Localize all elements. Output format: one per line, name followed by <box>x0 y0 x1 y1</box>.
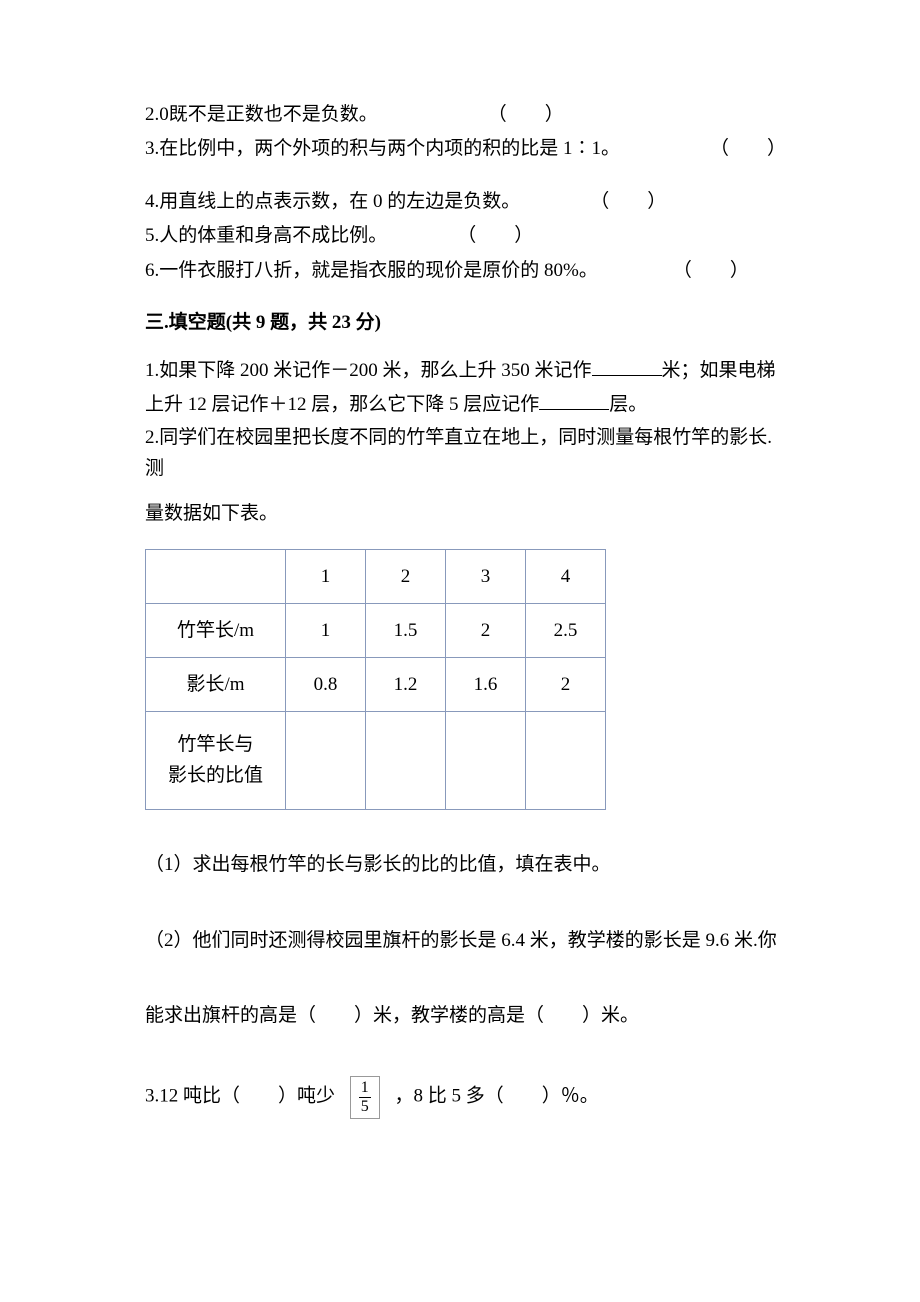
q3b-text: ，8 比 5 多（ ）％。 <box>395 1086 599 1107</box>
blank-up350 <box>592 357 662 376</box>
q3a-text: 3.12 吨比（ ）吨少 <box>145 1086 335 1107</box>
header-2: 2 <box>366 550 446 604</box>
header-3: 3 <box>446 550 526 604</box>
q6-text: 6.一件衣服打八折，就是指衣服的现价是原价的 80%。 <box>145 256 598 286</box>
header-4: 4 <box>526 550 606 604</box>
q3-paren: （ ） <box>710 134 786 164</box>
sub-q2-line1: （2）他们同时还测得校园里旗杆的影长是 6.4 米，教学楼的影长是 9.6 米.… <box>145 926 790 956</box>
row3-label-a: 竹竿长与 <box>154 730 277 760</box>
judgment-q4: 4.用直线上的点表示数，在 0 的左边是负数。 （ ） <box>145 187 790 217</box>
r2c4: 2 <box>526 658 606 712</box>
r1c3: 2 <box>446 604 526 658</box>
q1c-text: 上升 12 层记作＋12 层，那么它下降 5 层应记作 <box>145 394 539 415</box>
r1c4: 2.5 <box>526 604 606 658</box>
table-header-row: 1 2 3 4 <box>146 550 606 604</box>
header-1: 1 <box>286 550 366 604</box>
section3-title: 三.填空题(共 9 题，共 23 分) <box>145 308 790 338</box>
table-row-shadow: 影长/m 0.8 1.2 1.6 2 <box>146 658 606 712</box>
q4-text: 4.用直线上的点表示数，在 0 的左边是负数。 <box>145 187 520 217</box>
q3-text: 3.在比例中，两个外项的积与两个内项的积的比是 1∶1。 <box>145 134 620 164</box>
q2-intro-line1: 2.同学们在校园里把长度不同的竹竿直立在地上，同时测量每根竹竿的影长.测 <box>145 423 790 484</box>
q1d-text: 层。 <box>609 394 647 415</box>
row2-label: 影长/m <box>146 658 286 712</box>
q1a-text: 1.如果下降 200 米记作－200 米，那么上升 350 米记作 <box>145 360 592 381</box>
q4-paren: （ ） <box>590 187 666 217</box>
r2c3: 1.6 <box>446 658 526 712</box>
blank-down5 <box>539 391 609 410</box>
judgment-q2: 2.0既不是正数也不是负数。 （ ） <box>145 100 790 130</box>
r1c1: 1 <box>286 604 366 658</box>
r2c2: 1.2 <box>366 658 446 712</box>
fraction-box: 1 5 <box>350 1076 380 1118</box>
row3-label: 竹竿长与 影长的比值 <box>146 712 286 810</box>
row3-label-b: 影长的比值 <box>154 761 277 791</box>
frac-den: 5 <box>359 1098 371 1116</box>
r3c2 <box>366 712 446 810</box>
r3c1 <box>286 712 366 810</box>
r3c3 <box>446 712 526 810</box>
frac-num: 1 <box>359 1079 371 1098</box>
judgment-q6: 6.一件衣服打八折，就是指衣服的现价是原价的 80%。 （ ） <box>145 256 790 286</box>
r1c2: 1.5 <box>366 604 446 658</box>
sub-q1: （1）求出每根竹竿的长与影长的比的比值，填在表中。 <box>145 850 790 880</box>
fill-q3: 3.12 吨比（ ）吨少 1 5 ，8 比 5 多（ ）％。 <box>145 1076 790 1118</box>
q1b-text: 米；如果电梯 <box>662 360 776 381</box>
fill-q1-line1: 1.如果下降 200 米记作－200 米，那么上升 350 米记作 米；如果电梯 <box>145 356 790 386</box>
q5-paren: （ ） <box>457 221 533 251</box>
q2-paren: （ ） <box>488 100 564 130</box>
r2c1: 0.8 <box>286 658 366 712</box>
q2-text: 2.0既不是正数也不是负数。 <box>145 100 378 130</box>
table-row-length: 竹竿长/m 1 1.5 2 2.5 <box>146 604 606 658</box>
judgment-q3: 3.在比例中，两个外项的积与两个内项的积的比是 1∶1。 （ ） <box>145 134 790 164</box>
sub-q2-line2: 能求出旗杆的高是（ ）米，教学楼的高是（ ）米。 <box>145 1001 790 1031</box>
row1-label: 竹竿长/m <box>146 604 286 658</box>
q6-paren: （ ） <box>673 256 749 286</box>
q5-text: 5.人的体重和身高不成比例。 <box>145 221 387 251</box>
header-empty <box>146 550 286 604</box>
q2-intro-line2: 量数据如下表。 <box>145 499 790 529</box>
table-row-ratio: 竹竿长与 影长的比值 <box>146 712 606 810</box>
fill-q1-line2: 上升 12 层记作＋12 层，那么它下降 5 层应记作 层。 <box>145 390 790 420</box>
data-table: 1 2 3 4 竹竿长/m 1 1.5 2 2.5 影长/m 0.8 1.2 1… <box>145 549 606 810</box>
r3c4 <box>526 712 606 810</box>
judgment-q5: 5.人的体重和身高不成比例。 （ ） <box>145 221 790 251</box>
